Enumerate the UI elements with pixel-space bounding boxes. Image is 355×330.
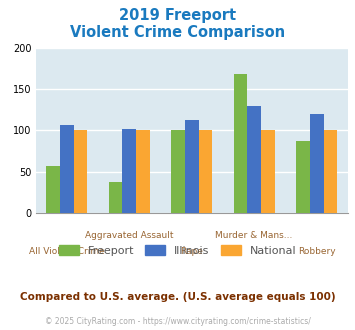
- Bar: [185, 120, 198, 213]
- Bar: [323, 130, 337, 213]
- Bar: [310, 114, 323, 213]
- Text: Robbery: Robbery: [298, 248, 335, 256]
- Bar: [136, 130, 150, 213]
- Bar: [73, 130, 87, 213]
- Bar: [296, 141, 310, 213]
- Text: Aggravated Assault: Aggravated Assault: [85, 231, 174, 240]
- Bar: [60, 124, 73, 213]
- Bar: [198, 130, 212, 213]
- Text: Rape: Rape: [180, 248, 203, 256]
- Text: All Violent Crime: All Violent Crime: [29, 248, 105, 256]
- Bar: [247, 106, 261, 213]
- Text: © 2025 CityRating.com - https://www.cityrating.com/crime-statistics/: © 2025 CityRating.com - https://www.city…: [45, 317, 310, 326]
- Bar: [46, 166, 60, 213]
- Bar: [122, 129, 136, 213]
- Text: Violent Crime Comparison: Violent Crime Comparison: [70, 25, 285, 40]
- Text: 2019 Freeport: 2019 Freeport: [119, 8, 236, 23]
- Text: Murder & Mans...: Murder & Mans...: [215, 231, 293, 240]
- Bar: [261, 130, 275, 213]
- Bar: [109, 182, 122, 213]
- Legend: Freeport, Illinois, National: Freeport, Illinois, National: [54, 241, 301, 260]
- Bar: [171, 130, 185, 213]
- Text: Compared to U.S. average. (U.S. average equals 100): Compared to U.S. average. (U.S. average …: [20, 292, 335, 302]
- Bar: [234, 74, 247, 213]
